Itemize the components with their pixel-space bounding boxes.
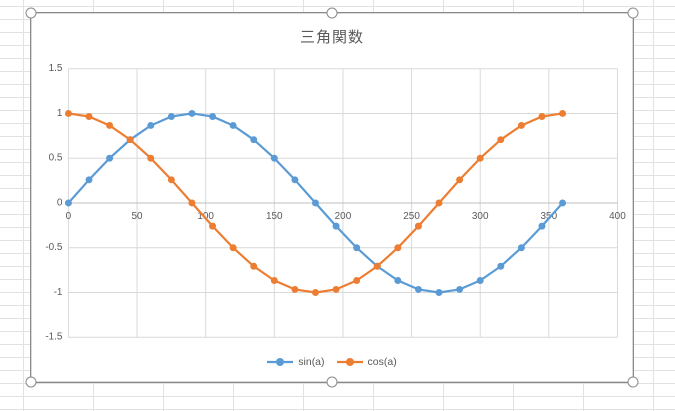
chart-object[interactable]: 0 50 100 150 200 250 300 350 400 1.5 1 0.5 0 -0.5 -1 -1…: [25, 7, 639, 388]
data-point-marker[interactable]: [85, 113, 93, 120]
data-point-marker[interactable]: [147, 154, 155, 162]
selection-handle-top-center[interactable]: [326, 7, 338, 19]
data-point-marker[interactable]: [250, 136, 258, 144]
data-point-marker[interactable]: [394, 244, 402, 252]
data-point-marker[interactable]: [188, 199, 196, 207]
data-point-marker[interactable]: [332, 285, 340, 293]
data-point-marker[interactable]: [209, 222, 217, 230]
x-tick-label: 400: [609, 211, 626, 222]
data-point-marker[interactable]: [414, 222, 422, 230]
data-point-marker[interactable]: [64, 199, 72, 207]
data-point-marker[interactable]: [517, 244, 525, 252]
selection-handle-top-right[interactable]: [627, 7, 639, 19]
legend-label: sin(a): [298, 356, 325, 368]
data-point-marker[interactable]: [209, 113, 217, 120]
chart-plot-area[interactable]: 0 50 100 150 200 250 300 350 400 1.5 1 0.5 0 -0.5 -1 -1…: [31, 13, 633, 382]
data-point-marker[interactable]: [64, 109, 72, 117]
x-tick-label: 350: [541, 211, 558, 222]
selection-handle-bottom-right[interactable]: [627, 376, 639, 388]
data-point-marker[interactable]: [414, 285, 422, 293]
x-tick-label: 100: [197, 211, 214, 222]
x-tick-label: 200: [335, 211, 352, 222]
legend-item-cos(a)[interactable]: cos(a): [336, 356, 397, 368]
y-tick-label: -1.5: [45, 332, 63, 343]
data-point-marker[interactable]: [106, 121, 114, 129]
chart-legend[interactable]: sin(a) cos(a): [31, 356, 633, 368]
y-tick-label: 0: [57, 197, 63, 208]
data-point-marker[interactable]: [332, 222, 340, 230]
x-tick-label: 300: [472, 211, 489, 222]
data-point-marker[interactable]: [312, 289, 319, 296]
data-point-marker[interactable]: [126, 136, 134, 144]
data-point-marker[interactable]: [497, 262, 505, 270]
data-point-marker[interactable]: [291, 176, 299, 184]
data-point-marker[interactable]: [559, 109, 567, 117]
x-tick-label: 150: [266, 211, 283, 222]
data-point-marker[interactable]: [106, 154, 114, 162]
selection-handle-bottom-left[interactable]: [25, 376, 37, 388]
data-point-marker[interactable]: [456, 285, 464, 293]
data-point-marker[interactable]: [229, 121, 237, 129]
data-point-marker[interactable]: [167, 176, 175, 184]
legend-marker-icon: [336, 358, 363, 366]
y-tick-label: 0.5: [49, 153, 63, 164]
chart-title[interactable]: 三角関数: [299, 29, 364, 46]
data-point-marker[interactable]: [312, 199, 319, 207]
x-tick-label: 0: [66, 211, 72, 222]
x-tick-label: 250: [403, 211, 420, 222]
data-point-marker[interactable]: [456, 176, 464, 184]
data-point-marker[interactable]: [250, 262, 258, 270]
data-point-marker[interactable]: [476, 154, 484, 162]
data-point-marker[interactable]: [229, 244, 237, 252]
y-tick-label: 1.5: [49, 63, 63, 74]
data-point-marker[interactable]: [291, 285, 299, 293]
x-tick-label: 50: [132, 211, 144, 222]
data-point-marker[interactable]: [353, 244, 361, 252]
data-point-marker[interactable]: [85, 176, 93, 184]
data-point-marker[interactable]: [559, 199, 567, 207]
data-point-marker[interactable]: [353, 277, 361, 284]
data-point-marker[interactable]: [476, 277, 484, 284]
data-point-marker[interactable]: [435, 289, 443, 296]
data-point-marker[interactable]: [373, 262, 381, 270]
data-point-marker[interactable]: [270, 154, 278, 162]
data-point-marker[interactable]: [517, 121, 525, 129]
data-point-marker[interactable]: [538, 113, 546, 120]
data-point-marker[interactable]: [497, 136, 505, 144]
data-point-marker[interactable]: [167, 113, 175, 120]
data-point-marker[interactable]: [538, 222, 546, 230]
y-tick-label: -0.5: [45, 242, 63, 253]
y-tick-label: 1: [57, 108, 63, 119]
legend-marker-icon: [267, 358, 294, 366]
legend-label: cos(a): [367, 356, 397, 368]
selection-handle-bottom-center[interactable]: [326, 376, 338, 388]
selection-handle-top-left[interactable]: [25, 7, 37, 19]
data-point-marker[interactable]: [188, 109, 196, 117]
data-point-marker[interactable]: [394, 277, 402, 284]
legend-item-sin(a)[interactable]: sin(a): [267, 356, 325, 368]
data-point-marker[interactable]: [435, 199, 443, 207]
y-tick-label: -1: [54, 287, 63, 298]
data-point-marker[interactable]: [270, 277, 278, 284]
data-point-marker[interactable]: [147, 121, 155, 129]
